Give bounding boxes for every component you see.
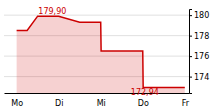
tick-label: Do bbox=[138, 99, 149, 108]
tick-label: Mo bbox=[11, 99, 23, 108]
tick-label: Di bbox=[55, 99, 63, 108]
tick: 180 bbox=[189, 11, 209, 20]
tick-mark bbox=[189, 56, 192, 57]
tick: 178 bbox=[189, 32, 209, 41]
tick-label: Fr bbox=[182, 99, 190, 108]
tick-mark bbox=[189, 15, 192, 16]
annotation: 179,90 bbox=[38, 7, 66, 16]
tick-label: 176 bbox=[194, 52, 209, 61]
axis-line bbox=[190, 10, 193, 94]
x-axis: Mo Di Mi Do Fr bbox=[5, 93, 190, 108]
annotation: 172,94 bbox=[131, 88, 159, 97]
annotations: 179,90 172,94 bbox=[38, 7, 159, 97]
tick: 176 bbox=[189, 52, 209, 61]
tick-label: 174 bbox=[194, 73, 209, 82]
tick: Di bbox=[55, 93, 63, 108]
tick: Fr bbox=[182, 93, 190, 108]
tick: Mi bbox=[97, 93, 106, 108]
area bbox=[17, 16, 185, 93]
plot: Mo Di Mi Do Fr 174 176 178 180 179,90 172,94 bbox=[4, 7, 209, 108]
series bbox=[17, 16, 185, 93]
tick-label: 180 bbox=[194, 11, 209, 20]
tick-mark bbox=[189, 36, 192, 37]
tick-label: 178 bbox=[194, 32, 209, 41]
grid-line bbox=[4, 15, 189, 16]
tick-mark bbox=[189, 77, 192, 78]
y-axis: 174 176 178 180 bbox=[189, 10, 209, 94]
chart: Mo Di Mi Do Fr 174 176 178 180 179,90 172,94 bbox=[0, 0, 215, 110]
line bbox=[17, 16, 185, 87]
tick: Mo bbox=[11, 93, 23, 108]
tick-label: Mi bbox=[97, 99, 106, 108]
tick: 174 bbox=[189, 73, 209, 82]
axis-line bbox=[5, 93, 190, 94]
